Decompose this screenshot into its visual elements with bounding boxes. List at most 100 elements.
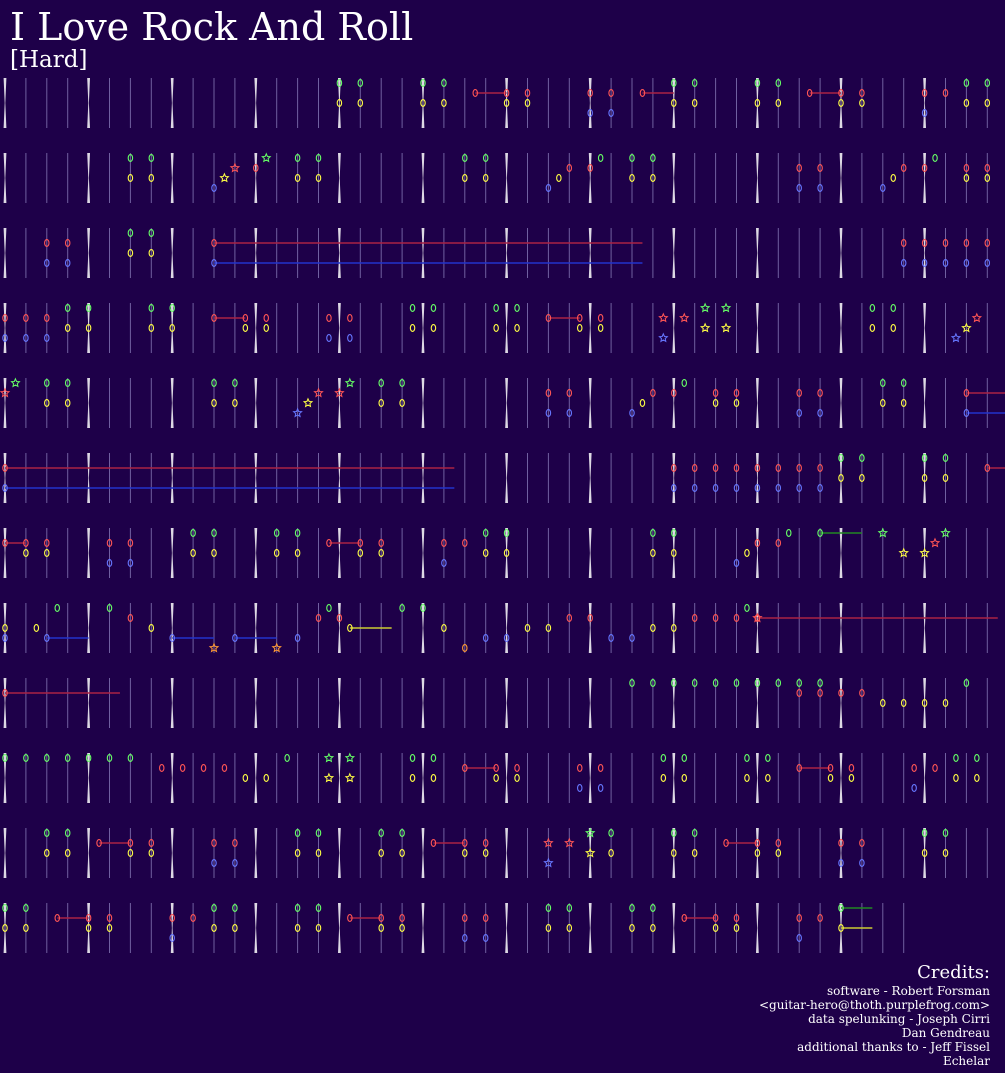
credits-block: Credits: software - Robert Forsman <guit… <box>759 962 990 1068</box>
measure-line <box>588 78 592 128</box>
note-gem <box>629 904 635 912</box>
measure-line <box>170 678 174 728</box>
measure-line <box>338 228 341 278</box>
measure-line <box>87 303 90 353</box>
measure-line <box>923 528 926 578</box>
note-gem <box>838 689 844 697</box>
note-gem <box>838 474 844 482</box>
measure-line <box>505 828 508 878</box>
note-gem <box>211 379 217 387</box>
note-gem <box>503 634 510 642</box>
note-gem <box>921 454 928 462</box>
note-gem <box>942 474 949 482</box>
measure-line <box>87 828 90 878</box>
note-gem <box>127 754 134 762</box>
note-gem <box>817 914 823 922</box>
note-gem <box>2 689 8 697</box>
measure-line <box>254 528 258 578</box>
measure-line <box>3 78 7 128</box>
note-gem <box>650 679 656 687</box>
note-gem <box>420 79 426 87</box>
star-note <box>971 312 983 323</box>
note-gem <box>650 529 656 537</box>
measure-line <box>170 528 174 578</box>
measure-line <box>923 603 926 653</box>
note-gem <box>315 614 322 622</box>
note-gem <box>608 849 614 857</box>
note-gem <box>817 689 823 697</box>
note-gem <box>681 774 687 782</box>
note-gem <box>2 334 8 342</box>
note-gem <box>796 764 802 772</box>
note-gem <box>576 314 583 322</box>
measure-line <box>3 603 7 653</box>
note-gem <box>482 634 489 642</box>
note-gem <box>691 464 698 472</box>
note-gem <box>409 304 416 312</box>
note-gem <box>159 764 165 772</box>
measure-line <box>923 753 926 803</box>
measure-line <box>505 528 508 578</box>
note-gem <box>378 549 384 557</box>
star-note <box>961 322 972 333</box>
note-gem <box>671 464 677 472</box>
note-gem <box>691 614 698 622</box>
measure-line <box>338 603 341 653</box>
star-note <box>271 642 282 653</box>
note-gem <box>315 849 322 857</box>
measure-line <box>170 603 174 653</box>
measure-line <box>672 378 676 428</box>
note-gem <box>44 239 50 247</box>
star-note <box>543 837 554 848</box>
note-gem <box>2 484 8 492</box>
note-gem <box>2 924 8 932</box>
measure-line <box>338 903 341 953</box>
note-gem <box>503 89 510 97</box>
note-gem <box>963 164 970 172</box>
note-gem <box>639 399 646 407</box>
note-gem <box>23 924 29 932</box>
measure-line <box>3 528 7 578</box>
note-gem <box>169 324 175 332</box>
note-gem <box>378 849 384 857</box>
note-gem <box>660 774 667 782</box>
note-gem <box>482 549 489 557</box>
measure-line <box>839 303 843 353</box>
note-gem <box>838 924 844 932</box>
measure-line <box>421 78 425 128</box>
note-gem <box>911 764 917 772</box>
note-gem <box>681 754 687 762</box>
measure-line <box>588 228 592 278</box>
measure-line <box>3 153 7 203</box>
note-gem <box>44 399 50 407</box>
measure-line <box>3 903 7 953</box>
note-gem <box>566 164 573 172</box>
note-gem <box>148 174 155 182</box>
note-gem <box>587 109 593 117</box>
measure-line <box>923 828 926 878</box>
measure-line <box>338 528 341 578</box>
note-gem <box>650 924 656 932</box>
note-gem <box>733 914 740 922</box>
note-gem <box>838 454 844 462</box>
note-gem <box>2 904 8 912</box>
note-gem <box>817 484 823 492</box>
note-gem <box>211 549 217 557</box>
note-gem <box>691 679 698 687</box>
note-gem <box>462 539 468 547</box>
measure-line <box>756 303 759 353</box>
measure-line <box>923 78 926 128</box>
star-note <box>898 547 909 558</box>
note-gem <box>315 829 322 837</box>
note-gem <box>378 924 384 932</box>
note-gem <box>880 699 886 707</box>
measure-line <box>87 903 90 953</box>
note-gem <box>963 174 970 182</box>
note-gem <box>503 529 510 537</box>
measure-line <box>170 153 174 203</box>
note-gem <box>409 774 416 782</box>
measure-line <box>421 378 425 428</box>
note-gem <box>796 484 802 492</box>
note-gem <box>869 304 876 312</box>
